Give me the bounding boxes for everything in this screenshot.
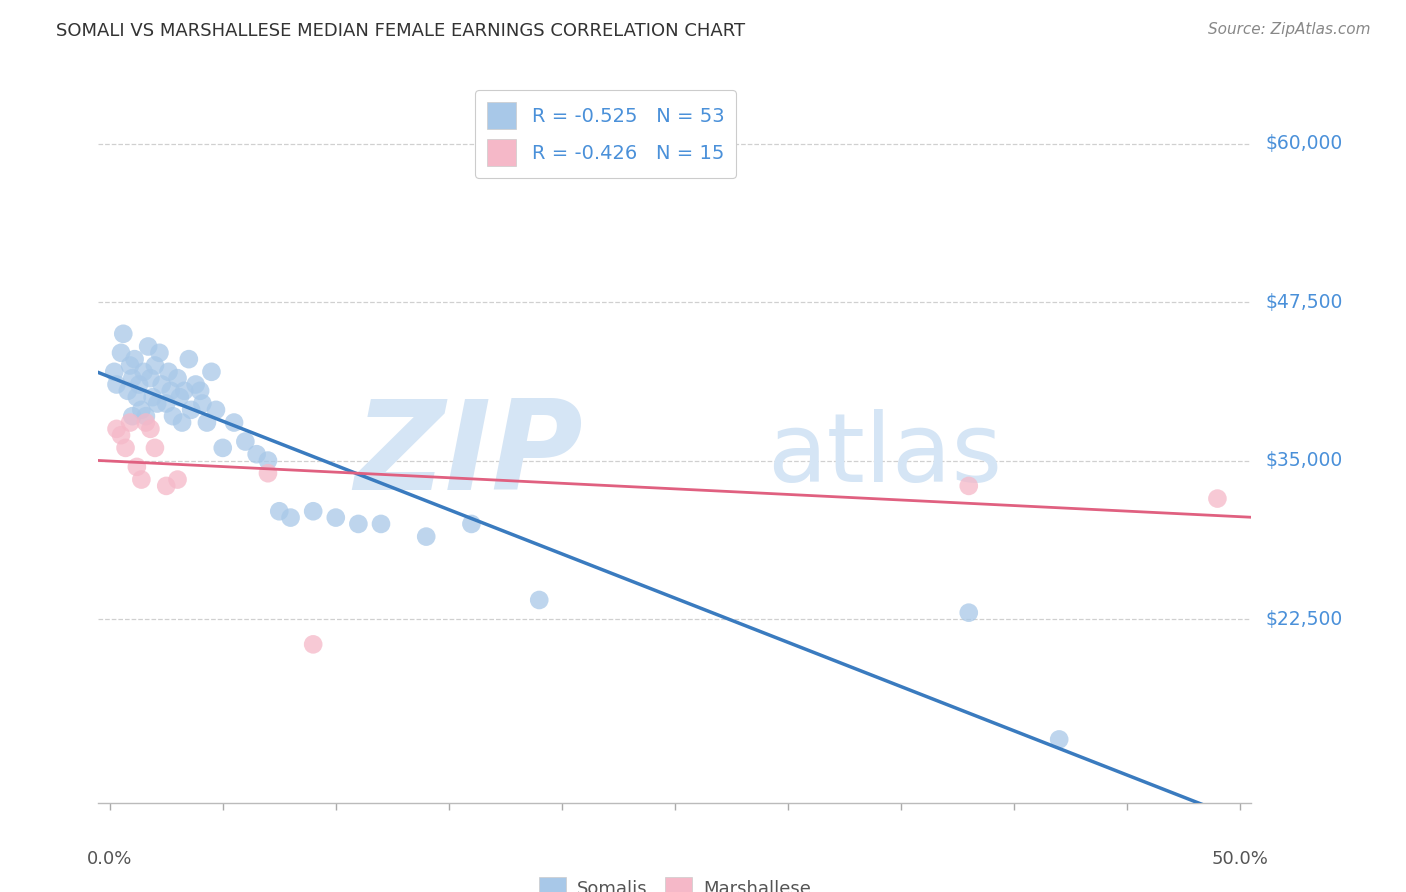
Point bbox=[105, 422, 128, 436]
Point bbox=[125, 390, 148, 404]
Point bbox=[1206, 491, 1229, 506]
Point bbox=[246, 447, 269, 461]
Point bbox=[325, 510, 347, 524]
Text: $35,000: $35,000 bbox=[1265, 451, 1343, 470]
Point bbox=[169, 390, 191, 404]
Point bbox=[135, 416, 157, 430]
Point bbox=[269, 504, 291, 518]
Point bbox=[157, 365, 180, 379]
Text: $60,000: $60,000 bbox=[1265, 134, 1343, 153]
Legend: R = -0.525   N = 53, R = -0.426   N = 15: R = -0.525 N = 53, R = -0.426 N = 15 bbox=[475, 90, 737, 178]
Point bbox=[302, 504, 325, 518]
Point bbox=[131, 473, 153, 487]
Y-axis label: Median Female Earnings: Median Female Earnings bbox=[0, 331, 8, 552]
Point bbox=[370, 516, 392, 531]
Point bbox=[103, 365, 125, 379]
Point bbox=[139, 371, 162, 385]
Point bbox=[136, 339, 159, 353]
Point bbox=[222, 416, 245, 430]
Point bbox=[125, 459, 148, 474]
Point bbox=[173, 384, 195, 398]
Point bbox=[347, 516, 370, 531]
Point bbox=[1047, 732, 1070, 747]
Point bbox=[415, 530, 437, 544]
Text: ZIP: ZIP bbox=[354, 395, 582, 516]
Point bbox=[166, 371, 188, 385]
Point bbox=[121, 371, 143, 385]
Point bbox=[143, 441, 166, 455]
Point bbox=[135, 409, 157, 424]
Text: $22,500: $22,500 bbox=[1265, 609, 1343, 629]
Point bbox=[150, 377, 173, 392]
Point bbox=[105, 377, 128, 392]
Point bbox=[170, 416, 193, 430]
Point bbox=[205, 402, 228, 417]
Point bbox=[957, 606, 980, 620]
Point bbox=[257, 467, 280, 481]
Point bbox=[114, 441, 136, 455]
Point bbox=[120, 359, 142, 373]
Point bbox=[460, 516, 482, 531]
Point bbox=[146, 396, 169, 410]
Point bbox=[257, 453, 280, 467]
Point bbox=[148, 346, 170, 360]
Point bbox=[280, 510, 302, 524]
Text: 0.0%: 0.0% bbox=[87, 850, 132, 868]
Point bbox=[191, 396, 214, 410]
Point bbox=[529, 593, 551, 607]
Point bbox=[302, 637, 325, 651]
Text: atlas: atlas bbox=[768, 409, 1002, 502]
Point bbox=[120, 416, 142, 430]
Point bbox=[143, 359, 166, 373]
Point bbox=[162, 409, 184, 424]
Point bbox=[177, 352, 200, 367]
Point bbox=[235, 434, 257, 449]
Point bbox=[159, 384, 181, 398]
Point bbox=[112, 326, 135, 341]
Point bbox=[117, 384, 139, 398]
Point bbox=[124, 352, 146, 367]
Point bbox=[155, 396, 177, 410]
Point bbox=[128, 377, 150, 392]
Point bbox=[200, 365, 222, 379]
Text: SOMALI VS MARSHALLESE MEDIAN FEMALE EARNINGS CORRELATION CHART: SOMALI VS MARSHALLESE MEDIAN FEMALE EARN… bbox=[56, 22, 745, 40]
Text: $47,500: $47,500 bbox=[1265, 293, 1343, 311]
Point bbox=[142, 390, 165, 404]
Point bbox=[139, 422, 162, 436]
Point bbox=[155, 479, 177, 493]
Point bbox=[211, 441, 233, 455]
Point bbox=[195, 416, 218, 430]
Point bbox=[957, 479, 980, 493]
Point bbox=[166, 473, 188, 487]
Point bbox=[131, 402, 153, 417]
Point bbox=[184, 377, 207, 392]
Point bbox=[132, 365, 155, 379]
Point bbox=[188, 384, 211, 398]
Text: Source: ZipAtlas.com: Source: ZipAtlas.com bbox=[1208, 22, 1371, 37]
Point bbox=[121, 409, 143, 424]
Text: 50.0%: 50.0% bbox=[1212, 850, 1268, 868]
Point bbox=[180, 402, 202, 417]
Point bbox=[110, 428, 132, 442]
Point bbox=[110, 346, 132, 360]
